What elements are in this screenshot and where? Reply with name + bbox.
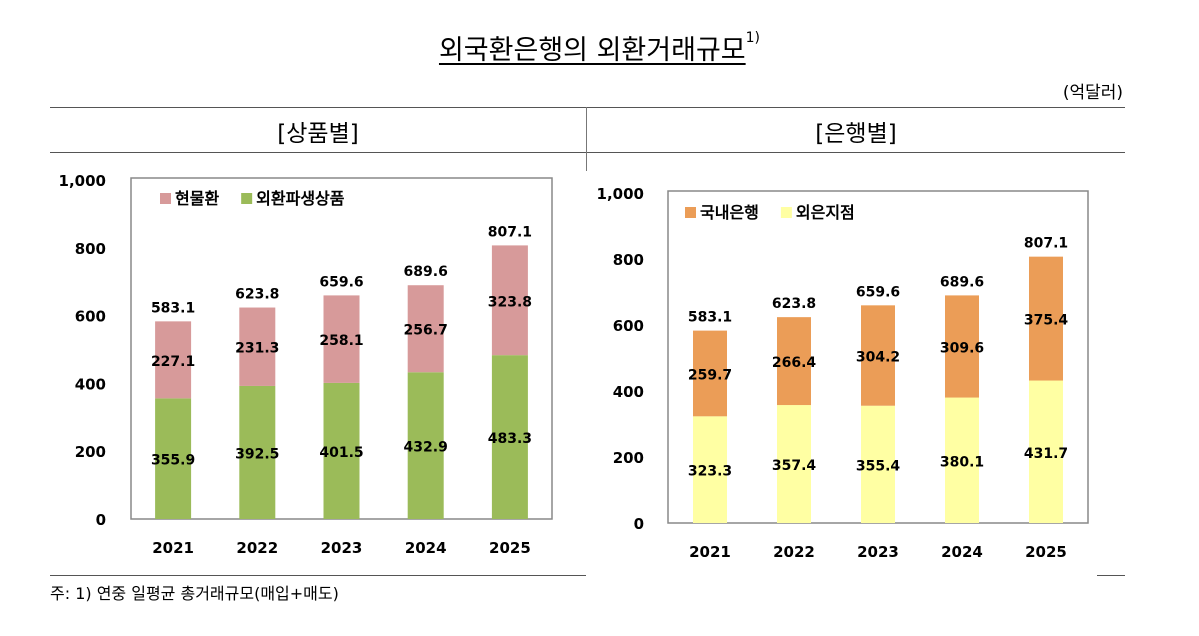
header-bottom-rule [50, 152, 1125, 153]
bar-segment [945, 295, 979, 398]
total-label: 689.6 [404, 264, 448, 280]
data-label: 256.7 [404, 323, 448, 339]
data-label: 323.8 [488, 294, 532, 310]
legend-swatch [160, 193, 171, 204]
y-tick-label: 0 [634, 515, 644, 533]
bar-segment [945, 397, 979, 523]
x-tick-label: 2024 [405, 539, 447, 557]
total-label: 659.6 [319, 274, 363, 290]
y-tick-label: 200 [75, 443, 106, 461]
x-tick-label: 2022 [773, 543, 815, 561]
legend-label: 외은지점 [796, 203, 855, 222]
data-label: 231.3 [235, 341, 279, 357]
bar-segment [323, 382, 360, 519]
x-tick-label: 2025 [1025, 543, 1067, 561]
total-label: 807.1 [488, 224, 532, 240]
page-title: 외국환은행의 외환거래규모1) [0, 28, 1199, 67]
footer-rule-left [50, 575, 586, 576]
y-tick-label: 200 [613, 449, 644, 467]
x-tick-label: 2021 [689, 543, 731, 561]
data-label: 304.2 [856, 350, 900, 366]
data-label: 432.9 [404, 440, 448, 456]
total-label: 807.1 [1024, 236, 1068, 252]
bar-segment [861, 305, 895, 406]
data-label: 259.7 [688, 367, 732, 383]
data-label: 258.1 [319, 333, 363, 349]
y-tick-label: 400 [613, 383, 644, 401]
unit-label: (억달러) [1062, 83, 1123, 103]
x-tick-label: 2023 [321, 539, 363, 557]
bar-segment [1029, 380, 1063, 523]
y-tick-label: 800 [613, 251, 644, 269]
section-title-product: [상품별] [277, 121, 359, 147]
data-label: 375.4 [1024, 313, 1069, 329]
footnote: 주: 1) 연중 일평균 총거래규모(매입+매도) [50, 584, 339, 603]
data-label: 227.1 [151, 354, 195, 370]
bar-segment [1029, 256, 1063, 381]
y-tick-label: 400 [75, 375, 106, 393]
total-label: 689.6 [940, 274, 984, 290]
total-label: 659.6 [856, 284, 900, 300]
total-label: 583.1 [151, 300, 195, 316]
section-title-bank: [은행별] [815, 121, 897, 147]
x-tick-label: 2025 [489, 539, 531, 557]
data-label: 357.4 [772, 458, 817, 474]
legend-swatch [241, 193, 253, 204]
data-label: 380.1 [940, 454, 984, 470]
bar-segment [407, 372, 444, 519]
legend-label: 현물환 [175, 189, 219, 208]
title-footnote-mark: 1) [745, 30, 761, 46]
x-tick-label: 2021 [152, 539, 194, 557]
data-label: 392.5 [235, 446, 279, 462]
data-label: 401.5 [319, 445, 363, 461]
y-tick-label: 800 [75, 240, 106, 258]
total-label: 623.8 [772, 296, 816, 312]
header-top-rule [50, 107, 1125, 108]
bar-segment [239, 307, 276, 386]
bar-segment [777, 317, 811, 406]
x-tick-label: 2022 [236, 539, 278, 557]
data-label: 323.3 [688, 464, 732, 480]
data-label: 355.9 [151, 453, 195, 469]
bar-segment [323, 295, 360, 383]
bar-segment [861, 405, 895, 523]
bar-segment [155, 321, 192, 399]
data-label: 483.3 [488, 431, 532, 447]
y-tick-label: 1,000 [59, 172, 106, 190]
bar-segment [491, 355, 528, 519]
bar-segment [693, 330, 727, 417]
y-tick-label: 1,000 [597, 185, 644, 203]
bar-segment [777, 405, 811, 523]
legend-label: 외환파생상품 [256, 189, 345, 208]
y-tick-label: 0 [96, 511, 106, 529]
title-text: 외국환은행의 외환거래규모 [438, 35, 746, 66]
x-tick-label: 2024 [941, 543, 983, 561]
legend-label: 국내은행 [700, 203, 759, 222]
legend-swatch [685, 207, 696, 218]
bar-segment [239, 385, 276, 519]
data-label: 431.7 [1024, 446, 1068, 462]
x-tick-label: 2023 [857, 543, 899, 561]
data-label: 309.6 [940, 340, 984, 356]
data-label: 266.4 [772, 355, 817, 371]
y-tick-label: 600 [75, 308, 106, 326]
bar-segment [693, 416, 727, 523]
y-tick-label: 600 [613, 317, 644, 335]
bar-segment [155, 398, 192, 519]
total-label: 583.1 [688, 310, 732, 326]
footer-rule-right [1097, 575, 1125, 576]
bar-segment [491, 245, 528, 356]
section-divider [586, 107, 587, 171]
data-label: 355.4 [856, 458, 901, 474]
bar-segment [407, 285, 444, 373]
total-label: 623.8 [235, 287, 279, 303]
legend-swatch [780, 207, 792, 218]
